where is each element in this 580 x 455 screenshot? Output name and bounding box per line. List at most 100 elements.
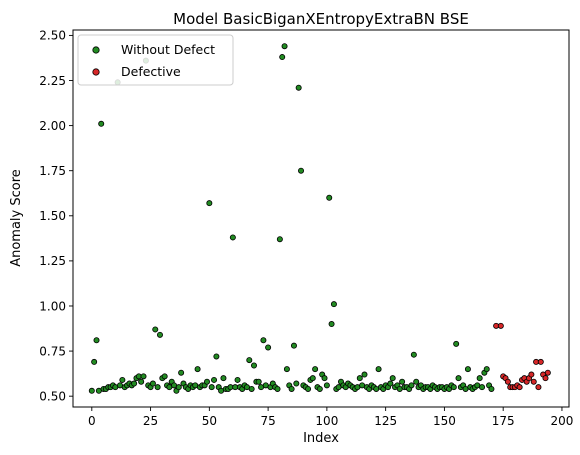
y-tick-label-1: 0.75 [39,344,66,358]
legend: Without Defect Defective [77,34,234,86]
point-without-defect-168 [483,366,490,373]
point-without-defect-92 [305,385,312,392]
point-without-defect-22 [140,373,147,380]
legend-marker-without-defect [92,46,100,54]
x-tick-label-3: 75 [260,414,275,428]
point-without-defect-88 [295,84,302,91]
x-tick-label-4: 100 [315,414,338,428]
point-without-defect-132 [399,378,406,385]
point-without-defect-85 [288,385,295,392]
point-without-defect-67 [246,357,253,364]
point-without-defect-4 [98,120,105,127]
point-defective-4 [504,378,511,385]
point-without-defect-0 [88,387,95,394]
point-defective-17 [535,384,542,391]
point-without-defect-83 [283,366,290,373]
point-without-defect-94 [309,375,316,382]
point-without-defect-89 [298,167,305,174]
point-without-defect-38 [178,369,185,376]
point-without-defect-62 [234,376,241,383]
point-without-defect-1 [91,358,98,365]
point-without-defect-37 [175,384,182,391]
point-without-defect-122 [375,366,382,373]
point-without-defect-116 [361,371,368,378]
x-tick-label-2: 50 [202,414,217,428]
y-tick-label-8: 2.50 [39,29,66,43]
point-without-defect-154 [450,384,457,391]
point-defective-20 [542,375,549,382]
y-tick-label-7: 2.25 [39,74,66,88]
point-without-defect-128 [389,375,396,382]
y-tick-label-4: 1.50 [39,209,66,223]
y-tick-label-2: 1.00 [39,299,66,313]
x-tick-label-6: 150 [433,414,456,428]
point-without-defect-166 [479,384,486,391]
point-without-defect-97 [316,385,323,392]
point-without-defect-21 [138,378,145,385]
point-defective-1 [497,322,504,329]
point-without-defect-73 [260,337,267,344]
point-without-defect-51 [208,384,215,391]
point-without-defect-18 [131,380,138,387]
point-without-defect-28 [154,384,161,391]
point-without-defect-2 [93,337,100,344]
x-tick-label-1: 25 [143,414,158,428]
point-defective-21 [544,369,551,376]
point-without-defect-56 [220,375,227,382]
point-without-defect-79 [274,385,281,392]
point-defective-9 [516,384,523,391]
point-without-defect-50 [206,200,213,207]
x-tick-label-5: 125 [374,414,397,428]
point-without-defect-156 [455,375,462,382]
y-tick-label-6: 2.00 [39,119,66,133]
point-without-defect-103 [330,301,337,308]
point-without-defect-137 [410,351,417,358]
point-without-defect-52 [211,376,218,383]
x-axis: 0 25 50 75 100 125 150 175 200 [88,407,573,428]
plot-frame [72,29,570,408]
point-without-defect-71 [255,378,262,385]
point-without-defect-49 [203,378,210,385]
point-without-defect-136 [408,382,415,389]
point-without-defect-155 [453,340,460,347]
point-without-defect-13 [119,376,126,383]
point-without-defect-99 [321,375,328,382]
point-without-defect-87 [293,380,300,387]
x-tick-label-0: 0 [88,414,96,428]
point-without-defect-101 [326,194,333,201]
point-without-defect-60 [229,234,236,241]
point-without-defect-165 [476,375,483,382]
chart-title: Model BasicBiganXEntropyExtraBN BSE [173,10,469,28]
legend-box [77,34,234,86]
point-without-defect-27 [152,326,159,333]
point-without-defect-53 [213,353,220,360]
point-without-defect-170 [488,385,495,392]
point-without-defect-160 [464,366,471,373]
y-axis: 0.50 0.75 1.00 1.25 1.50 1.75 2.00 2.25 2.50 [39,29,73,403]
point-without-defect-95 [312,366,319,373]
point-without-defect-86 [290,342,297,349]
point-without-defect-45 [194,366,201,373]
legend-label-without-defect: Without Defect [121,42,215,57]
point-without-defect-26 [149,380,156,387]
point-without-defect-127 [387,380,394,387]
y-tick-label-0: 0.50 [39,389,66,403]
y-tick-label-5: 1.75 [39,164,66,178]
legend-label-defective: Defective [121,64,181,79]
legend-marker-defective [92,68,100,76]
x-tick-label-7: 175 [492,414,515,428]
y-axis-label: Anomaly Score [9,169,24,267]
point-without-defect-102 [328,321,335,328]
point-without-defect-31 [161,373,168,380]
point-without-defect-29 [156,331,163,338]
point-without-defect-80 [276,236,283,243]
point-without-defect-114 [356,375,363,382]
x-tick-label-8: 200 [550,414,573,428]
point-without-defect-75 [265,344,272,351]
data-points [88,43,551,394]
y-tick-label-3: 1.25 [39,254,66,268]
x-axis-label: Index [303,431,339,446]
point-without-defect-138 [413,378,420,385]
point-without-defect-81 [279,54,286,61]
